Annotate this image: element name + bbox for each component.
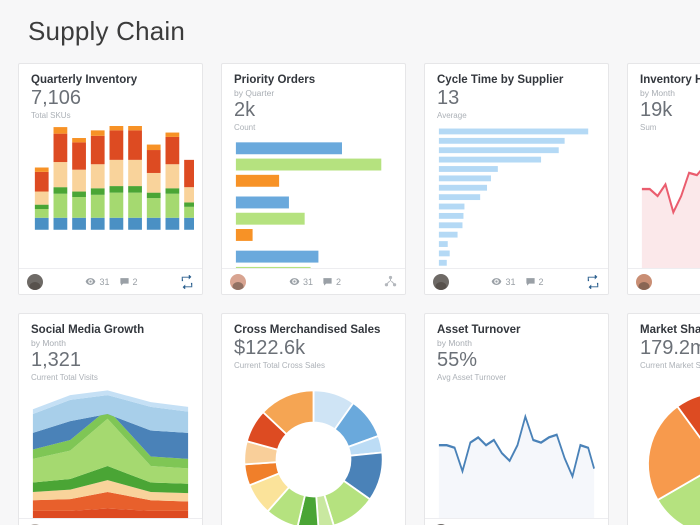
card-title: Quarterly Inventory: [31, 74, 138, 86]
avatar[interactable]: [27, 273, 43, 290]
card-header: Quarterly Inventory 7,106 Total SKUs: [19, 64, 202, 122]
card-title: Market Share: [640, 324, 700, 336]
card-priority-orders[interactable]: Priority Orders by Quarter 2k Count: [221, 63, 406, 295]
card-quarterly-inventory[interactable]: Quarterly Inventory 7,106 Total SKUs: [18, 63, 203, 295]
footer-actions[interactable]: [180, 274, 194, 289]
card-header: Cycle Time by Supplier 13 Average: [425, 64, 608, 122]
card-title: Cycle Time by Supplier: [437, 74, 564, 86]
views-stat: 31: [289, 276, 313, 287]
card-caption: Count: [234, 123, 256, 132]
card-value: 55%: [437, 349, 478, 371]
sync-icon[interactable]: [586, 274, 600, 289]
comments-count: 2: [336, 276, 342, 287]
card-title: Social Media Growth: [31, 324, 145, 336]
views-stat: 31: [491, 276, 516, 287]
card-caption: Sum: [640, 123, 657, 132]
comments-stat: 2: [322, 276, 341, 287]
card-value: 7,106: [31, 87, 82, 109]
avatar[interactable]: [433, 523, 449, 525]
chart-line: [425, 384, 608, 518]
card-footer: 31 2: [222, 268, 405, 294]
card-caption: Current Total Visits: [31, 373, 98, 382]
sync-icon[interactable]: [180, 274, 194, 289]
card-value: 19k: [640, 99, 673, 121]
views-count: 31: [302, 276, 313, 287]
card-title: Asset Turnover: [437, 324, 521, 336]
views-stat: 31: [85, 276, 110, 287]
chart-funnel-hbar: [425, 122, 608, 268]
card-footer: 31 2: [425, 268, 608, 294]
footer-actions[interactable]: [384, 275, 397, 288]
card-value: $122.6k: [234, 337, 306, 359]
comment-icon: [119, 278, 129, 286]
card-caption: Total SKUs: [31, 111, 71, 120]
card-value: 2k: [234, 99, 256, 121]
card-inventory-holding-cost[interactable]: Inventory Holding Cost by Month 19k Sum …: [627, 63, 700, 295]
avatar[interactable]: [27, 523, 43, 525]
card-title: Priority Orders: [234, 74, 316, 86]
card-caption: Average: [437, 111, 467, 120]
chart-area-line: [628, 134, 700, 268]
chart-grouped-hbar: [222, 134, 405, 268]
card-value: 1,321: [31, 349, 82, 371]
card-social-media-growth[interactable]: Social Media Growth by Month 1,321 Curre…: [18, 313, 203, 525]
card-header: Cross Merchandised Sales $122.6k Current…: [222, 314, 405, 372]
share-icon[interactable]: [384, 275, 397, 288]
eye-icon: [492, 278, 502, 285]
footer-stats: 31 2: [658, 276, 700, 287]
card-subtitle: by Month: [640, 88, 675, 98]
card-footer: 31 2: [19, 268, 202, 294]
card-footer: 6 1: [19, 518, 202, 525]
card-title: Inventory Holding Cost: [640, 74, 700, 86]
avatar[interactable]: [230, 273, 246, 290]
card-footer: 31 2: [628, 268, 700, 294]
card-header: Market Share 179.2m Current Market Share: [628, 314, 700, 372]
card-value: 13: [437, 87, 460, 109]
card-caption: Avg Asset Turnover: [437, 373, 507, 382]
card-cross-merchandised-sales[interactable]: Cross Merchandised Sales $122.6k Current…: [221, 313, 406, 525]
card-title: Cross Merchandised Sales: [234, 324, 381, 336]
eye-icon: [289, 278, 300, 285]
footer-stats: 31 2: [252, 276, 378, 287]
card-caption: Current Total Cross Sales: [234, 361, 325, 370]
comment-icon: [525, 278, 535, 286]
card-header: Priority Orders by Quarter 2k Count: [222, 64, 405, 134]
comment-icon: [323, 278, 332, 286]
footer-stats: 31 2: [455, 276, 580, 287]
chart-stacked-bar: [19, 122, 202, 268]
comments-stat: 2: [525, 276, 544, 287]
comments-stat: 2: [119, 276, 138, 287]
card-footer: 31 2: [425, 518, 608, 525]
card-header: Social Media Growth by Month 1,321 Curre…: [19, 314, 202, 384]
card-subtitle: by Month: [31, 338, 66, 348]
card-header: Asset Turnover by Month 55% Avg Asset Tu…: [425, 314, 608, 384]
card-header: Inventory Holding Cost by Month 19k Sum: [628, 64, 700, 134]
card-asset-turnover[interactable]: Asset Turnover by Month 55% Avg Asset Tu…: [424, 313, 609, 525]
views-count: 31: [505, 276, 516, 287]
footer-actions[interactable]: [586, 274, 600, 289]
footer-stats: 31 2: [49, 276, 174, 287]
views-count: 31: [99, 276, 110, 287]
card-cycle-time-by-supplier[interactable]: Cycle Time by Supplier 13 Average: [424, 63, 609, 295]
chart-pie: [628, 372, 700, 525]
avatar[interactable]: [433, 273, 449, 290]
chart-stacked-area: [19, 384, 202, 518]
card-subtitle: by Quarter: [234, 88, 275, 98]
card-market-share[interactable]: Market Share 179.2m Current Market Share…: [627, 313, 700, 525]
card-value: 179.2m: [640, 337, 700, 359]
page-title: Supply Chain: [28, 16, 186, 46]
card-caption: Current Market Share: [640, 361, 700, 370]
card-subtitle: by Month: [437, 338, 472, 348]
eye-icon: [86, 278, 96, 285]
comments-count: 2: [538, 276, 544, 287]
avatar[interactable]: [636, 273, 652, 290]
chart-donut: [222, 372, 405, 525]
dashboard-grid: Quarterly Inventory 7,106 Total SKUs: [0, 47, 700, 525]
comments-count: 2: [132, 276, 138, 287]
